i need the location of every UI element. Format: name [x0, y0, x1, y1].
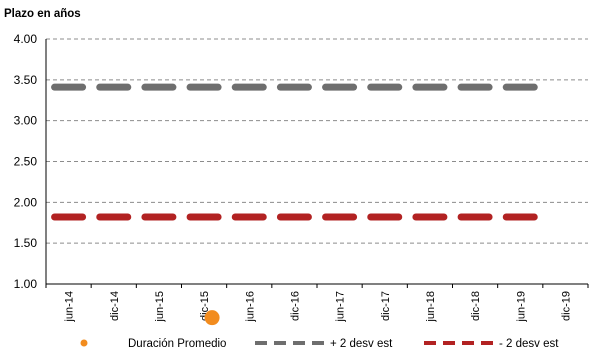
- legend-item: - 2 desv est: [424, 338, 559, 350]
- x-axis: jun-14 dic-14 jun-15 dic-15 jun-16 dic-16 jun-…: [45, 283, 589, 323]
- plot-series: [51, 83, 538, 326]
- x-tick-label: jun-14: [64, 291, 76, 323]
- legend-label: Duración Promedio: [128, 338, 226, 350]
- legend-label: - 2 desv est: [499, 338, 559, 350]
- chart-title: Plazo en años: [4, 8, 81, 20]
- legend-item: + 2 desv est: [255, 338, 393, 350]
- x-tick-label: dic-19: [560, 291, 572, 321]
- series-0-point: [204, 310, 220, 326]
- x-tick-label: dic-17: [380, 291, 392, 321]
- legend-label: + 2 desv est: [330, 338, 393, 350]
- y-tick-label: 1.00: [14, 277, 38, 291]
- y-tick-label: 2.00: [14, 195, 38, 209]
- legend-swatch: [80, 339, 88, 347]
- x-tick-label: dic-14: [109, 291, 121, 321]
- y-tick-label: 3.50: [14, 73, 38, 87]
- x-tick-label: dic-16: [289, 291, 301, 321]
- x-tick-label: jun-16: [244, 291, 256, 323]
- x-tick-label: jun-15: [154, 291, 166, 323]
- legend-item: Duración Promedio: [80, 338, 226, 350]
- x-tick-label: jun-19: [515, 291, 527, 323]
- x-tick-label: dic-18: [470, 291, 482, 321]
- y-tick-label: 3.00: [14, 114, 38, 128]
- legend: Duración Promedio + 2 desv est - 2 desv es…: [80, 338, 559, 350]
- grid: [46, 38, 588, 244]
- y-tick-label: 1.50: [14, 236, 38, 250]
- y-tick-label: 4.00: [14, 32, 38, 46]
- y-axis: 1.00 1.50 2.00 2.50 3.00 3.50 4.00: [14, 32, 47, 291]
- y-tick-label: 2.50: [14, 155, 38, 169]
- x-tick-label: jun-17: [335, 291, 347, 323]
- x-tick-label: jun-18: [425, 291, 437, 323]
